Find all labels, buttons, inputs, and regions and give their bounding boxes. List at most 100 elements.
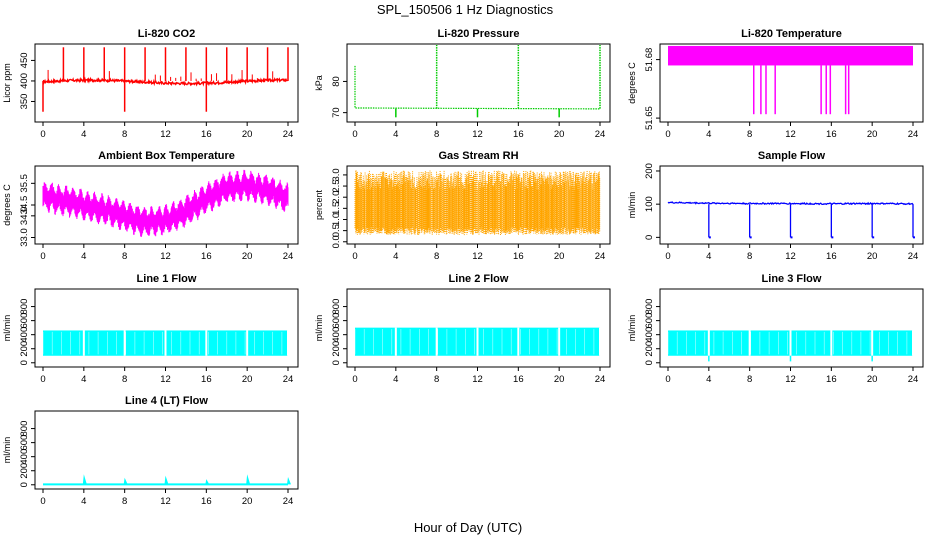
x-tick-label: 20: [867, 374, 878, 385]
x-tick-label: 8: [434, 374, 439, 385]
panel-title: Line 3 Flow: [762, 273, 822, 285]
x-tick-label: 4: [393, 251, 398, 262]
panel-title: Sample Flow: [758, 150, 826, 162]
panel-title: Li-820 Pressure: [438, 28, 520, 40]
x-tick-label: 12: [160, 496, 171, 507]
plot-frame: [34, 410, 299, 490]
y-tick-label: 400: [331, 327, 342, 343]
x-tick-label: 24: [283, 374, 294, 385]
x-tick-label: 0: [40, 251, 45, 262]
y-axis-label: degrees C: [627, 62, 637, 104]
x-tick-label: 16: [201, 251, 212, 262]
y-tick-label: 2.0: [331, 191, 342, 204]
y-tick-label: 450: [19, 52, 30, 68]
x-tick-label: 0: [665, 251, 670, 262]
x-tick-label: 0: [40, 496, 45, 507]
panel-title: Line 1 Flow: [137, 273, 197, 285]
x-tick-label: 20: [242, 129, 253, 140]
y-tick-label: 1.0: [331, 213, 342, 226]
panel-title: Li-820 Temperature: [741, 28, 842, 40]
x-tick-label: 12: [472, 374, 483, 385]
plot-frame: [659, 43, 924, 123]
sample-flow-line: [667, 201, 914, 206]
y-axis-label: ml/min: [627, 192, 637, 219]
panel-title: Ambient Box Temperature: [98, 150, 235, 162]
x-tick-label: 16: [826, 374, 837, 385]
y-tick-label: 34.5: [19, 196, 30, 215]
panel-title: Li-820 CO2: [138, 28, 195, 40]
x-tick-label: 4: [81, 251, 86, 262]
lt-flow-spike: [123, 477, 128, 485]
x-tick-label: 20: [242, 251, 253, 262]
x-tick-label: 0: [665, 374, 670, 385]
ambient-temp-series: [42, 169, 289, 237]
figure-xlabel: Hour of Day (UTC): [414, 520, 522, 535]
x-tick-label: 0: [352, 129, 357, 140]
x-tick-label: 0: [352, 374, 357, 385]
panel-4: Ambient Box Temperature degrees C 0 4 8 12 16 2…: [2, 150, 299, 262]
y-tick-label: 800: [644, 299, 655, 315]
y-tick-label: 0.5: [331, 224, 342, 237]
y-axis-label: ml/min: [627, 315, 637, 342]
y-tick-label: 600: [644, 313, 655, 329]
y-tick-label: 200: [644, 163, 655, 179]
x-tick-label: 24: [595, 251, 606, 262]
figure-title: SPL_150506 1 Hz Diagnostics: [377, 2, 554, 17]
y-tick-label: 600: [19, 313, 30, 329]
y-axis-label: degrees C: [2, 184, 12, 226]
x-tick-label: 24: [283, 251, 294, 262]
y-axis-label: ml/min: [2, 315, 12, 342]
y-tick-label: 51.68: [644, 48, 655, 72]
x-tick-label: 12: [785, 129, 796, 140]
y-axis-label: kPa: [314, 75, 324, 91]
rh-series: [354, 170, 601, 236]
x-tick-label: 12: [160, 129, 171, 140]
lt-flow-spike: [287, 477, 291, 485]
x-tick-label: 4: [81, 496, 86, 507]
y-tick-label: 400: [19, 327, 30, 343]
plot-frame: [659, 288, 924, 368]
plot-frame: [34, 43, 299, 123]
flow-band-gaps: [42, 331, 283, 355]
x-tick-label: 4: [706, 129, 711, 140]
plot-frame: [346, 43, 611, 123]
x-tick-label: 0: [40, 374, 45, 385]
x-tick-label: 8: [747, 374, 752, 385]
panel-5: Gas Stream RH percent 0 4 8 12 16 20 24 0.00.51.0…: [314, 150, 611, 262]
y-tick-label: 0: [19, 482, 30, 487]
x-tick-label: 20: [867, 129, 878, 140]
x-tick-label: 8: [122, 374, 127, 385]
plot-frame: [659, 165, 924, 245]
y-tick-label: 80: [331, 76, 342, 87]
x-tick-label: 0: [40, 129, 45, 140]
x-tick-label: 8: [122, 251, 127, 262]
x-tick-label: 24: [283, 496, 294, 507]
x-tick-label: 24: [595, 129, 606, 140]
panel-6: Sample Flow ml/min 0 4 8 12 16 20 24 0 100 200: [627, 150, 924, 262]
x-tick-label: 20: [554, 251, 565, 262]
y-tick-label: 2.5: [331, 179, 342, 192]
x-tick-label: 20: [554, 374, 565, 385]
x-tick-label: 4: [706, 251, 711, 262]
x-tick-label: 8: [747, 251, 752, 262]
x-tick-label: 16: [826, 129, 837, 140]
y-tick-label: 3.0: [331, 168, 342, 181]
panel-9: Line 3 Flow ml/min 0 4 8 12 16 20 24 0 20040060080…: [627, 273, 924, 385]
y-tick-label: 0: [19, 360, 30, 365]
y-tick-label: 200: [19, 341, 30, 357]
x-tick-label: 16: [201, 496, 212, 507]
flow-band-gaps: [667, 331, 908, 355]
y-tick-label: 600: [331, 313, 342, 329]
x-tick-label: 8: [434, 251, 439, 262]
y-tick-label: 200: [19, 463, 30, 479]
x-tick-label: 4: [706, 374, 711, 385]
panel-1: Li-820 CO2 Licor ppm 0 4 8 12 16 20 24 350 400 450: [2, 28, 299, 140]
x-tick-label: 12: [785, 374, 796, 385]
x-tick-label: 8: [434, 129, 439, 140]
temperature-band: [668, 45, 913, 66]
x-tick-label: 16: [201, 129, 212, 140]
x-tick-label: 4: [393, 374, 398, 385]
panel-7: Line 1 Flow ml/min 0 4 8 12 16 20 24 0 20040060080…: [2, 273, 299, 385]
flow-band-gaps: [354, 329, 595, 355]
